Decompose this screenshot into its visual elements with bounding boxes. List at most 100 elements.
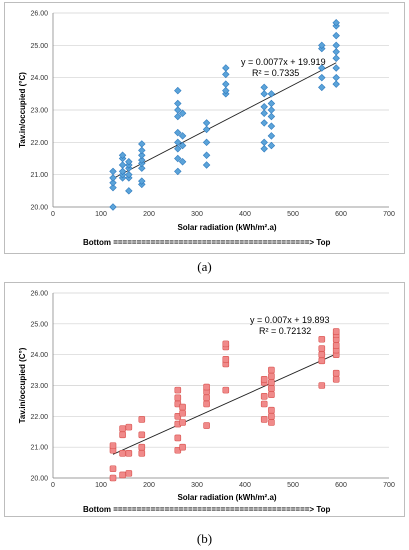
data-point [125, 158, 133, 166]
data-point [332, 31, 340, 40]
x-tick-label: 500 [287, 211, 299, 218]
data-point [109, 174, 117, 182]
x-tick-label: 400 [239, 482, 251, 489]
data-point [267, 90, 276, 98]
y-tick-label: 23.00 [30, 383, 48, 390]
data-point [174, 167, 182, 176]
data-point [202, 125, 211, 134]
data-point [332, 73, 340, 82]
data-point [222, 355, 230, 363]
data-point [109, 465, 117, 473]
data-point [125, 470, 133, 477]
data-point [174, 145, 182, 153]
data-point [138, 443, 146, 451]
data-point [318, 335, 326, 343]
data-point [332, 64, 340, 72]
data-point [260, 400, 268, 408]
data-point [174, 138, 182, 147]
y-tick-label: 21.00 [30, 172, 48, 179]
data-point [138, 450, 146, 457]
data-point [267, 99, 276, 108]
data-point [260, 119, 268, 127]
y-tick-label: 22.00 [30, 414, 48, 421]
data-point [109, 203, 117, 211]
data-point [332, 342, 340, 349]
data-point [260, 392, 268, 400]
data-point [118, 161, 127, 169]
data-point [332, 54, 340, 62]
data-point [267, 106, 276, 114]
y-tick-label: 25.00 [30, 43, 48, 50]
y-tick-label: 24.00 [30, 75, 48, 82]
x-tick-label: 600 [335, 211, 347, 218]
data-point [138, 164, 146, 172]
data-point [268, 385, 275, 392]
data-point [174, 99, 182, 108]
data-point [222, 70, 230, 79]
bottom-top-note: Bottom =================================… [83, 238, 331, 247]
x-axis-title: Solar radiation (kWh/m².a) [177, 223, 276, 232]
r-squared: R² = 0.7335 [252, 68, 299, 78]
data-point [260, 103, 268, 111]
data-point [332, 48, 340, 56]
data-point [332, 376, 340, 383]
x-tick-label: 700 [383, 482, 395, 489]
data-point [125, 187, 133, 195]
data-point [260, 145, 268, 153]
y-tick-label: 26.00 [30, 291, 48, 298]
data-point [138, 431, 146, 439]
data-point [174, 154, 182, 163]
x-tick-label: 200 [143, 211, 155, 218]
data-point [203, 400, 210, 408]
data-point [268, 366, 275, 374]
data-point [332, 41, 340, 50]
r-squared: R² = 0.72132 [259, 326, 311, 336]
data-point [174, 86, 182, 95]
data-point [109, 474, 117, 482]
data-point [268, 406, 275, 414]
y-tick-label: 21.00 [30, 445, 48, 452]
data-point [179, 443, 186, 451]
data-point [178, 141, 187, 150]
x-tick-label: 200 [143, 482, 155, 489]
data-point [119, 471, 126, 479]
data-point [318, 382, 326, 389]
data-point [267, 132, 276, 140]
data-point [260, 109, 268, 117]
data-point [268, 391, 275, 399]
data-point [222, 80, 230, 88]
data-point [178, 132, 187, 140]
data-point [138, 416, 146, 423]
data-point [318, 64, 326, 72]
data-point [267, 112, 276, 121]
data-point [268, 413, 275, 420]
data-point [174, 386, 182, 394]
data-point [125, 170, 133, 179]
data-point [267, 141, 276, 150]
data-point [268, 372, 275, 380]
y-axis-title: Tav.in/occupied (C°) [18, 347, 27, 423]
data-point [119, 450, 126, 457]
data-point [174, 434, 182, 442]
data-point [109, 183, 117, 192]
data-point [174, 394, 182, 402]
x-tick-label: 500 [287, 482, 299, 489]
data-point [109, 167, 117, 176]
x-tick-label: 0 [51, 211, 55, 218]
data-point [118, 151, 127, 159]
data-point [179, 409, 186, 417]
data-point [118, 167, 127, 176]
data-point [179, 403, 186, 411]
data-point [203, 383, 210, 391]
data-point [174, 112, 182, 121]
data-point [138, 156, 146, 164]
bottom-top-note: Bottom =================================… [83, 505, 331, 514]
x-tick-label: 100 [95, 211, 107, 218]
data-point [268, 419, 275, 426]
x-axis-title: Solar radiation (kWh/m².a) [177, 493, 276, 502]
data-point [202, 119, 211, 127]
scatter-chart-b: 20.00 21.00 22.00 23.00 24.00 25.00 26.00 0 100 2… [18, 291, 395, 515]
y-axis-title: Tav.in/occupied (°C) [18, 72, 27, 148]
x-tick-label: 300 [191, 211, 203, 218]
y-tick-label: 26.00 [30, 11, 48, 18]
